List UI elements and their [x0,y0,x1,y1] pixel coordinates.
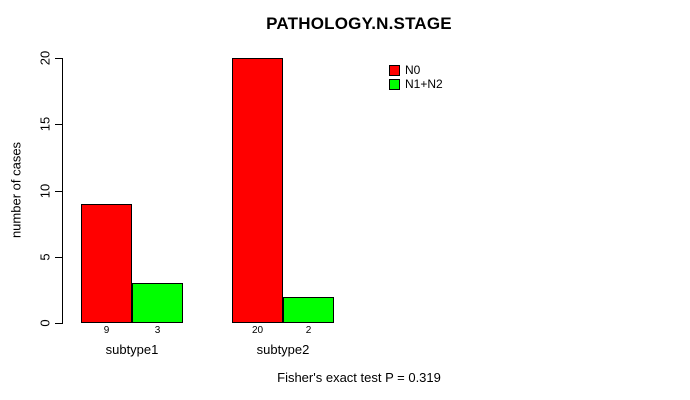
legend-swatch-icon [389,78,400,90]
y-axis-label: number of cases [8,141,24,239]
category-label-subtype1: subtype1 [105,342,159,357]
bar-subtype1-N0 [81,203,132,323]
y-tick [55,58,62,59]
legend-row: N0 [389,63,443,77]
bar-value-label: 9 [103,325,110,336]
bar-value-label: 3 [154,325,161,336]
y-axis-line [62,58,63,324]
y-tick-label: 15 [37,117,53,132]
legend-row: N1+N2 [389,77,443,91]
y-tick [55,256,62,258]
legend-swatch-icon [389,64,400,76]
annotation-text: Fisher's exact test P = 0.319 [277,370,441,385]
chart-title: PATHOLOGY.N.STAGE [266,14,452,33]
bar-value-label: 20 [251,325,264,336]
y-tick [55,124,62,126]
y-tick [55,323,62,324]
bar-subtype1-N1+N2 [132,283,183,323]
legend: N0 N1+N2 [389,63,443,91]
y-tick-label: 5 [37,253,53,261]
y-tick-label: 10 [37,183,53,198]
category-label-subtype2: subtype2 [256,342,310,357]
y-tick-label: 20 [37,50,53,66]
bar-subtype2-N1+N2 [283,296,334,323]
legend-label: N0 [405,63,421,77]
y-tick-label: 0 [37,319,53,327]
legend-label: N1+N2 [405,77,443,91]
y-tick [55,190,62,192]
bar-value-label: 2 [305,325,312,336]
bar-subtype2-N0 [232,58,283,323]
